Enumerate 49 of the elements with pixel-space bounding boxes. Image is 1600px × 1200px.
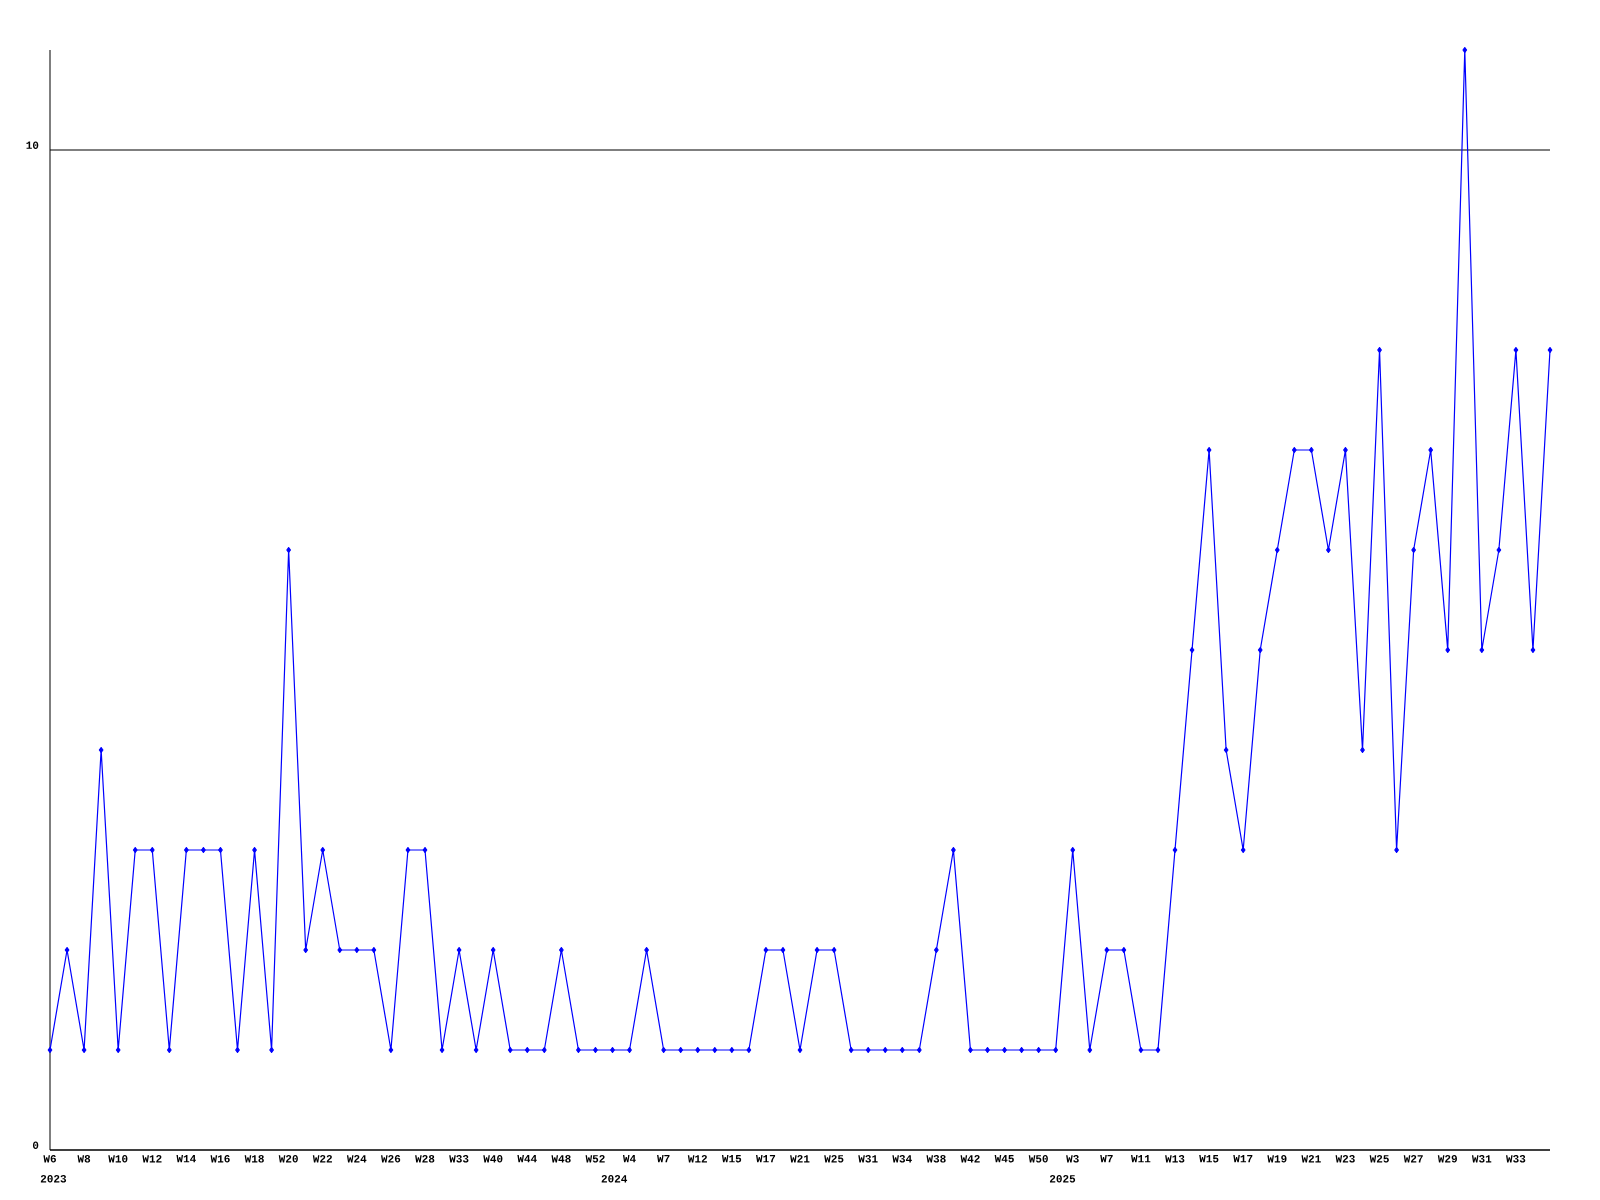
x-tick-label: W7 <box>1100 1155 1113 1163</box>
x-tick-label: W26 <box>381 1155 401 1163</box>
text: 2025 <box>1049 1175 1076 1183</box>
x-tick-label: W31 <box>858 1155 878 1163</box>
x-tick-label: W3 <box>1066 1155 1079 1163</box>
text: 2024 <box>601 1175 628 1183</box>
x-tick-label: W20 <box>278 1155 298 1163</box>
x-tick-label: W7 <box>657 1155 670 1163</box>
x-tick-label: W34 <box>892 1155 912 1163</box>
x-tick-label: W48 <box>551 1155 571 1163</box>
x-tick-label: W11 <box>1131 1155 1151 1163</box>
x-tick-label: W44 <box>517 1155 537 1163</box>
x-tick-label: W16 <box>210 1155 230 1163</box>
x-tick-label: W8 <box>77 1155 91 1163</box>
x-tick-label: W17 <box>756 1155 776 1163</box>
x-tick-label: W22 <box>312 1155 332 1163</box>
x-tick-label: W15 <box>1199 1155 1219 1163</box>
x-tick-label: W21 <box>790 1155 810 1163</box>
x-tick-label: W38 <box>926 1155 946 1163</box>
x-tick-label: W45 <box>994 1155 1014 1163</box>
y-tick-label: 0 <box>32 1141 39 1149</box>
x-tick-label: W4 <box>622 1155 636 1163</box>
x-tick-label: W18 <box>244 1155 264 1163</box>
x-tick-label: W42 <box>960 1155 980 1163</box>
x-tick-label: W33 <box>1506 1155 1526 1163</box>
x-tick-label: W25 <box>824 1155 844 1163</box>
x-tick-label: W17 <box>1233 1155 1253 1163</box>
x-tick-label: W28 <box>415 1155 435 1163</box>
x-tick-label: W14 <box>176 1155 196 1163</box>
x-tick-label: W15 <box>721 1155 742 1163</box>
x-tick-label: W24 <box>346 1155 367 1163</box>
x-tick-label: W23 <box>1335 1155 1355 1163</box>
x-tick-label: W21 <box>1301 1155 1321 1163</box>
x-tick-label: W52 <box>585 1155 605 1163</box>
x-tick-label: W12 <box>142 1155 162 1163</box>
x-tick-label: W10 <box>108 1155 128 1163</box>
text: 2023 <box>40 1175 67 1183</box>
x-tick-label: W6 <box>43 1155 56 1163</box>
x-tick-label: W50 <box>1028 1155 1048 1163</box>
x-tick-label: W27 <box>1403 1155 1423 1163</box>
x-tick-label: W31 <box>1471 1155 1492 1163</box>
y-tick-label: 10 <box>26 141 39 149</box>
x-tick-label: W13 <box>1165 1155 1185 1163</box>
x-tick-label: W19 <box>1267 1155 1287 1163</box>
x-tick-label: W12 <box>687 1155 707 1163</box>
x-tick-label: W40 <box>483 1155 503 1163</box>
x-tick-label: W25 <box>1369 1155 1389 1163</box>
x-tick-label: W29 <box>1437 1155 1457 1163</box>
x-tick-label: W33 <box>449 1155 469 1163</box>
